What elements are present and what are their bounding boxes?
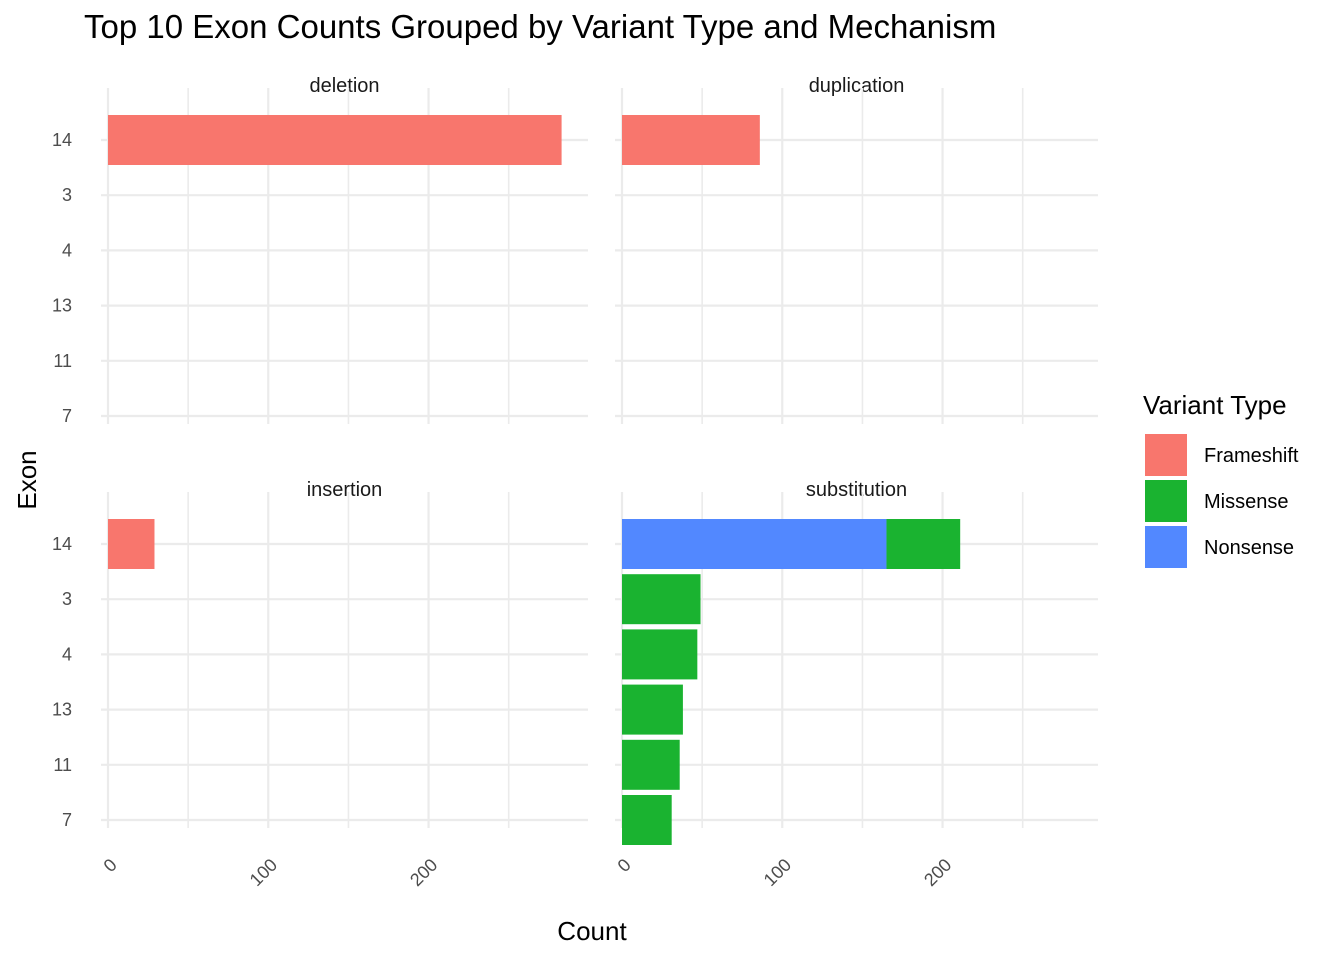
panel-substitution: substitution 0 100 200 [614, 479, 1098, 890]
bar-frameshift [108, 115, 562, 165]
panels-layer: deletion 14 3 4 13 11 7 duplication insertion 14 3… [52, 75, 1098, 890]
strip-label: insertion [307, 479, 383, 501]
y-tick-label: 7 [62, 406, 72, 426]
bar-frameshift [108, 519, 155, 569]
y-tick-label: 4 [62, 644, 72, 664]
legend: Variant Type Frameshift Missense Nonsense [1143, 390, 1299, 568]
panel-insertion: insertion 14 3 4 13 11 7 0 100 200 [52, 479, 588, 890]
legend-label-nonsense: Nonsense [1204, 537, 1294, 559]
y-tick-label: 3 [62, 185, 72, 205]
bar-frameshift [622, 115, 760, 165]
strip-label: duplication [809, 75, 905, 97]
bar-missense [622, 795, 672, 845]
legend-label-frameshift: Frameshift [1204, 445, 1299, 467]
legend-key-frameshift [1145, 434, 1187, 476]
bar-missense [622, 739, 680, 790]
legend-title: Variant Type [1143, 390, 1287, 420]
bar-missense [622, 629, 698, 680]
legend-key-nonsense [1145, 526, 1187, 568]
x-tick-label: 100 [760, 855, 795, 890]
legend-key-missense [1145, 480, 1187, 522]
y-tick-label: 4 [62, 240, 72, 260]
strip-label: substitution [806, 479, 907, 501]
y-tick-label: 13 [52, 296, 72, 316]
panel-duplication: duplication [615, 75, 1098, 424]
y-tick-label: 11 [53, 351, 72, 371]
x-axis-title: Count [557, 916, 627, 946]
bar-missense [622, 684, 683, 735]
y-tick-label: 13 [52, 700, 72, 720]
y-tick-label: 14 [52, 130, 72, 150]
x-tick-label: 0 [614, 855, 635, 876]
bar-missense [622, 574, 701, 625]
y-tick-label: 3 [62, 589, 72, 609]
strip-label: deletion [309, 75, 379, 97]
y-axis-title: Exon [12, 450, 42, 509]
x-tick-label: 200 [920, 855, 955, 890]
panel-deletion: deletion 14 3 4 13 11 7 [52, 75, 588, 426]
x-tick-label: 100 [246, 855, 281, 890]
bar-nonsense [622, 519, 887, 569]
legend-label-missense: Missense [1204, 491, 1288, 513]
chart-title: Top 10 Exon Counts Grouped by Variant Ty… [84, 8, 997, 45]
x-tick-label: 200 [406, 855, 441, 890]
y-tick-label: 14 [52, 534, 72, 554]
bar-missense [886, 519, 961, 569]
x-tick-label: 0 [100, 855, 121, 876]
y-tick-label: 11 [53, 755, 72, 775]
y-tick-label: 7 [62, 810, 72, 830]
